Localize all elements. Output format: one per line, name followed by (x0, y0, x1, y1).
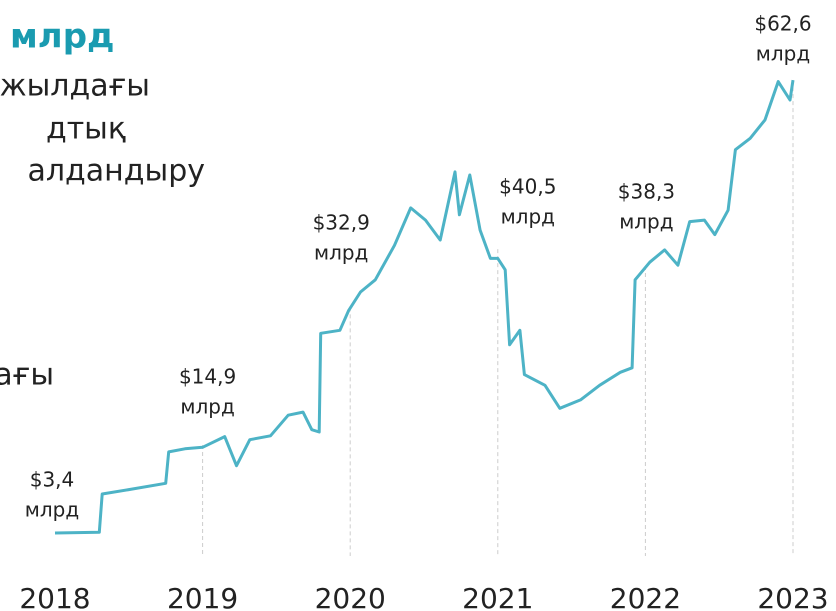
annotation-unit: млрд (501, 205, 555, 229)
annotation-value: $32,9 (313, 211, 370, 235)
line (54, 79, 795, 535)
annotation-value: $40,5 (499, 175, 556, 199)
annotation-unit: млрд (619, 210, 673, 234)
x-tick-label: 2018 (19, 582, 90, 611)
text-line: алдандыру (27, 154, 205, 189)
annotation-unit: млрд (314, 241, 368, 265)
x-tick-label: 2022 (610, 582, 681, 611)
text-line: ағы (0, 358, 54, 393)
x-tick-label: 2019 (167, 582, 238, 611)
x-tick-label: 2023 (757, 582, 828, 611)
annotation-unit: млрд (756, 42, 810, 66)
annotation-value: $3,4 (30, 468, 75, 492)
x-tick-label: 2020 (315, 582, 386, 611)
annotation-unit: млрд (180, 395, 234, 419)
x-tick-label: 2021 (462, 582, 533, 611)
annotation-value: $14,9 (179, 365, 236, 389)
text-line: жылдағы (0, 69, 150, 104)
text-line: дтық (46, 112, 126, 147)
annotation-value: $38,3 (618, 180, 675, 204)
title: млрд (10, 17, 115, 57)
annotation-unit: млрд (25, 498, 79, 522)
annotation-value: $62,6 (754, 12, 811, 36)
